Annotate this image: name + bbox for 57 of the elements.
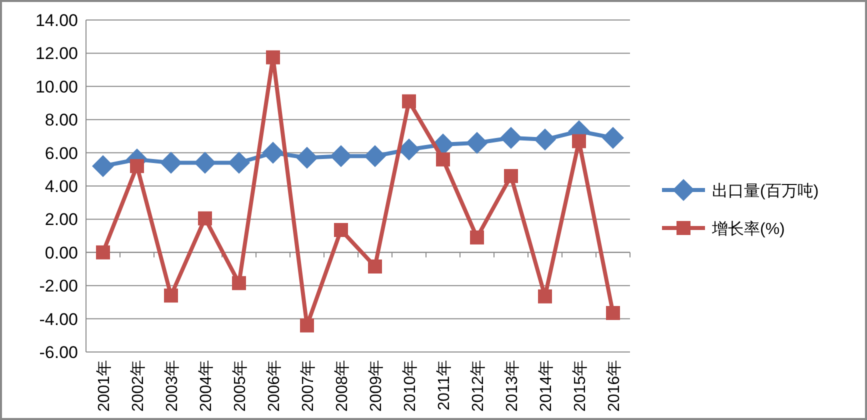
point bbox=[334, 222, 348, 237]
legend-label: 增长率(%) bbox=[711, 220, 785, 238]
point bbox=[500, 126, 522, 149]
point bbox=[164, 288, 178, 303]
point bbox=[96, 245, 110, 260]
x-tick-label: 2009年 bbox=[368, 360, 385, 412]
point bbox=[364, 145, 386, 168]
legend-label: 出口量(百万吨) bbox=[712, 182, 819, 200]
x-tick-label: 2003年 bbox=[164, 360, 181, 412]
y-tick-label: 10.00 bbox=[35, 77, 78, 96]
point bbox=[466, 132, 488, 154]
x-tick-label: 2014年 bbox=[538, 360, 555, 412]
point bbox=[368, 260, 382, 274]
x-tick-label: 2006年 bbox=[266, 360, 283, 412]
point bbox=[300, 318, 314, 332]
point bbox=[504, 169, 518, 184]
point bbox=[402, 94, 416, 108]
y-tick-label: 8.00 bbox=[44, 110, 78, 130]
point bbox=[538, 289, 552, 304]
y-tick-label: 12.00 bbox=[35, 44, 78, 64]
x-tick-label: 2013年 bbox=[504, 360, 521, 412]
x-tick-label: 2016年 bbox=[606, 360, 623, 412]
x-tick-label: 2004年 bbox=[198, 360, 215, 412]
point bbox=[606, 306, 620, 320]
y-tick-label: -4.00 bbox=[39, 310, 78, 329]
x-tick-label: 2010年 bbox=[402, 360, 419, 412]
point bbox=[296, 146, 318, 169]
y-tick-label: 2.00 bbox=[44, 210, 78, 230]
x-tick-label: 2012年 bbox=[470, 360, 487, 412]
point bbox=[198, 211, 212, 226]
point bbox=[160, 152, 182, 174]
point bbox=[262, 142, 284, 164]
x-tick-label: 2011年 bbox=[436, 360, 453, 410]
y-tick-label: -2.00 bbox=[39, 276, 78, 296]
y-tick-label: 4.00 bbox=[44, 177, 78, 196]
point bbox=[130, 159, 144, 174]
point bbox=[534, 128, 556, 151]
point bbox=[436, 152, 450, 166]
y-tick-label: 0.00 bbox=[44, 243, 78, 262]
point bbox=[92, 155, 114, 178]
y-tick-label: 14.00 bbox=[35, 11, 78, 30]
y-tick-label: 6.00 bbox=[44, 144, 78, 163]
x-tick-label: 2015年 bbox=[572, 360, 589, 412]
x-tick-label: 2002年 bbox=[130, 360, 147, 412]
x-tick-label: 2008年 bbox=[334, 360, 351, 412]
x-tick-label: 2007年 bbox=[300, 360, 317, 412]
point bbox=[572, 134, 586, 148]
y-tick-label: -6.00 bbox=[39, 343, 78, 362]
point bbox=[228, 152, 250, 174]
x-tick-label: 2005年 bbox=[232, 360, 249, 412]
point bbox=[194, 152, 216, 174]
point bbox=[330, 145, 352, 168]
point bbox=[470, 230, 484, 244]
x-tick-label: 2001年 bbox=[96, 360, 113, 412]
point bbox=[266, 50, 280, 64]
point bbox=[602, 126, 624, 149]
point bbox=[232, 276, 246, 290]
